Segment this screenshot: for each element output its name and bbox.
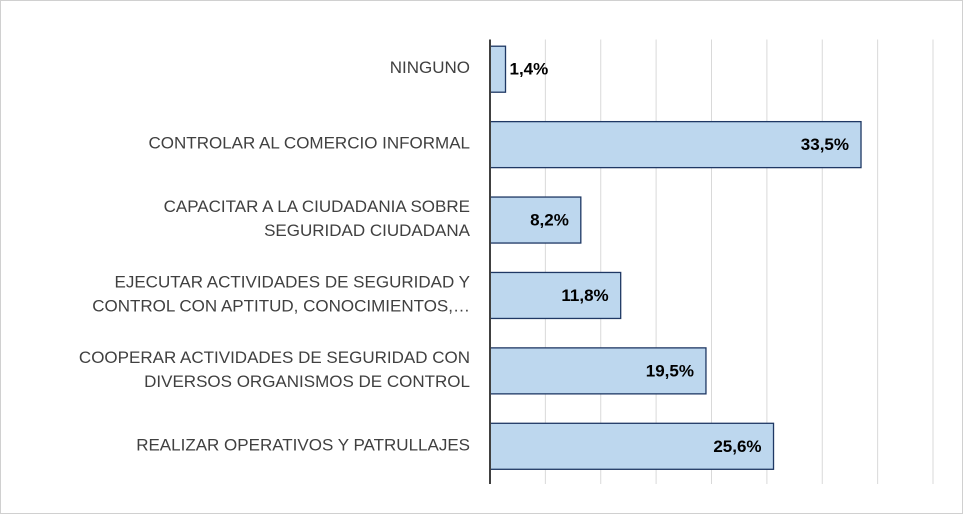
- bar: [489, 422, 775, 470]
- label-line: COOPERAR ACTIVIDADES DE SEGURIDAD CON: [79, 348, 470, 367]
- bar: [489, 196, 582, 244]
- data-label: 1,4%: [510, 60, 549, 79]
- bar: [489, 271, 622, 320]
- data-label: 25,6%: [713, 437, 761, 456]
- y-tick-label: COOPERAR ACTIVIDADES DE SEGURIDAD CON DIV…: [79, 348, 470, 391]
- bar: [489, 347, 707, 395]
- y-tick-label: NINGUNO: [390, 59, 470, 78]
- label-line: CAPACITAR A LA CIUDADANIA SOBRE: [164, 198, 470, 217]
- bar: [489, 45, 507, 93]
- y-tick-label: CAPACITAR A LA CIUDADANIA SOBRE SEGURIDAD…: [164, 198, 471, 241]
- label-line: NINGUNO: [390, 59, 470, 78]
- label-line: CONTROL CON APTITUD, CONOCIMIENTOS,…: [92, 297, 470, 316]
- data-label: 33,5%: [801, 135, 849, 154]
- bar: [489, 120, 862, 169]
- data-label: 19,5%: [646, 361, 694, 380]
- data-label: 8,2%: [530, 211, 569, 230]
- label-line: DIVERSOS ORGANISMOS DE CONTROL: [144, 372, 470, 391]
- label-line: EJECUTAR ACTIVIDADES DE SEGURIDAD Y: [115, 273, 471, 292]
- y-tick-label: REALIZAR OPERATIVOS Y PATRULLAJES: [136, 436, 470, 455]
- label-line: CONTROLAR AL COMERCIO INFORMAL: [149, 134, 470, 153]
- data-label: 11,8%: [561, 286, 608, 305]
- label-line: REALIZAR OPERATIVOS Y PATRULLAJES: [136, 436, 470, 455]
- y-tick-label: CONTROLAR AL COMERCIO INFORMAL: [149, 134, 470, 153]
- label-line: SEGURIDAD CIUDADANA: [264, 222, 471, 241]
- y-tick-label: EJECUTAR ACTIVIDADES DE SEGURIDAD Y CONTR…: [92, 273, 470, 316]
